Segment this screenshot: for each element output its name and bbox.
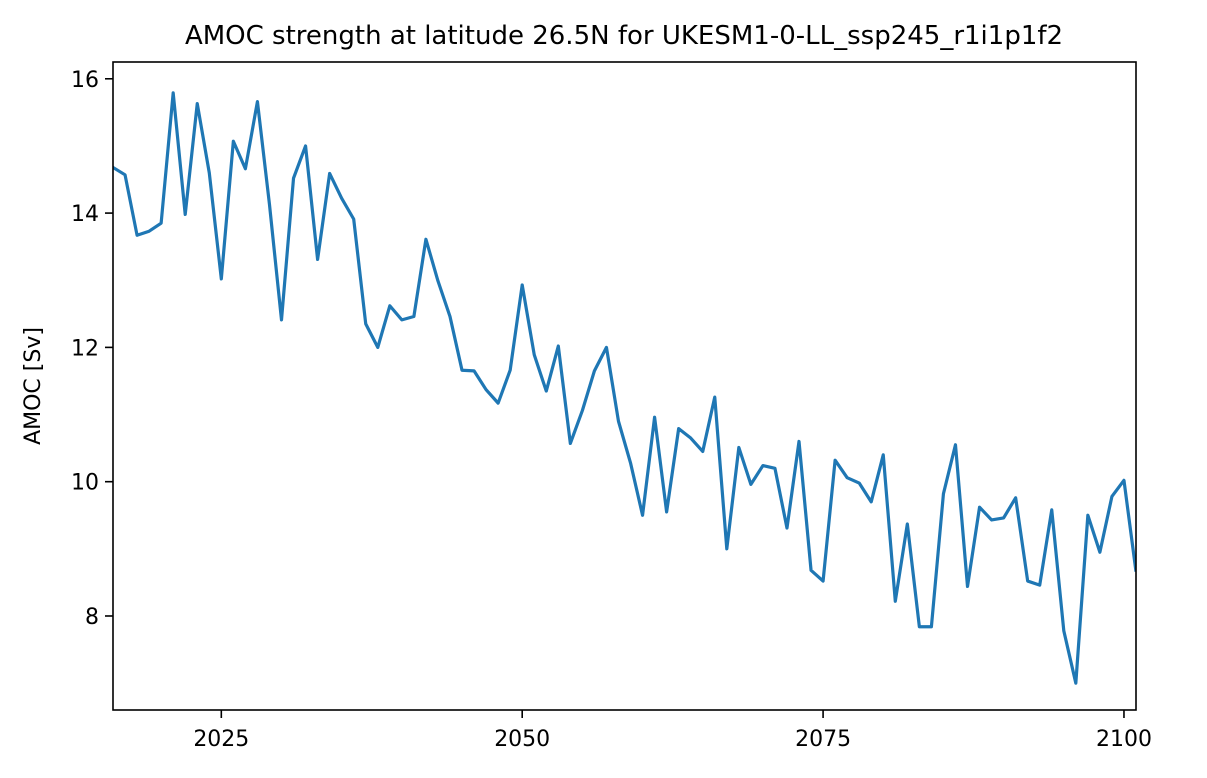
y-tick-label: 12 bbox=[71, 336, 99, 361]
y-tick-label: 14 bbox=[71, 202, 99, 227]
x-tick-label: 2050 bbox=[494, 727, 550, 752]
series-group bbox=[113, 91, 1136, 685]
x-tick-label: 2075 bbox=[795, 727, 851, 752]
x-axis: 2025 2050 2075 2100 bbox=[193, 710, 1152, 752]
y-tick-label: 16 bbox=[71, 68, 99, 93]
chart-title: AMOC strength at latitude 26.5N for UKES… bbox=[185, 21, 1063, 51]
series-line-0 bbox=[113, 91, 1136, 685]
x-tick-label: 2100 bbox=[1096, 727, 1152, 752]
y-tick-label: 8 bbox=[85, 605, 99, 630]
y-tick-label: 10 bbox=[71, 471, 99, 496]
y-axis-label: AMOC [Sv] bbox=[21, 327, 46, 445]
plot-frame bbox=[112, 61, 1137, 711]
y-axis: 8 10 12 14 16 bbox=[71, 68, 113, 630]
x-tick-label: 2025 bbox=[193, 727, 249, 752]
